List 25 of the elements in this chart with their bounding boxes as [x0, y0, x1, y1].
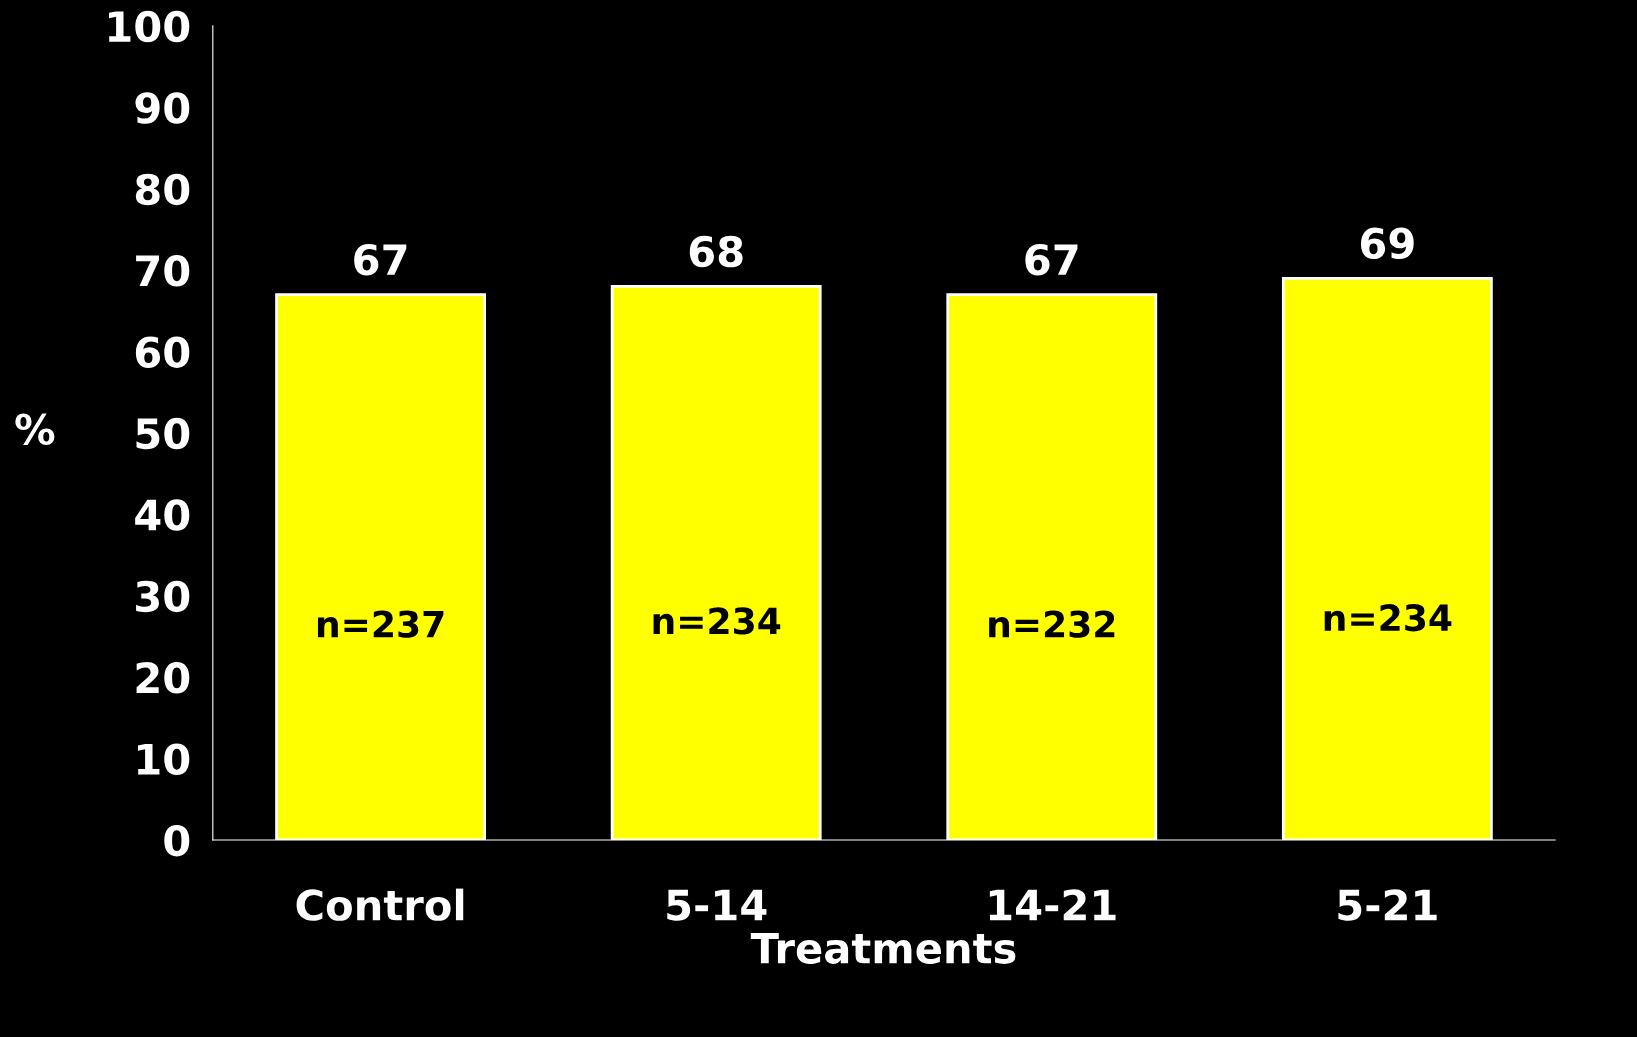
annotation: n=234 [1324, 604, 1452, 632]
y-axis-title: % [15, 413, 55, 446]
data-label: 69 [1360, 227, 1414, 260]
x-tick-label: 5-14 [667, 889, 767, 921]
data-label: 67 [354, 243, 407, 276]
y-tick-label: 70 [136, 255, 190, 287]
data-label: 67 [1025, 243, 1078, 276]
y-tick-label: 20 [136, 662, 190, 694]
y-tick-label: 50 [136, 417, 190, 450]
y-tick-label: 10 [138, 743, 190, 775]
y-tick-label: 40 [135, 499, 190, 531]
y-tick-label: 80 [135, 173, 190, 206]
data-label: 68 [689, 235, 743, 268]
x-axis-title: Treatments [750, 932, 1016, 964]
x-tick-label: 5-21 [1338, 889, 1437, 921]
y-tick-label: 60 [135, 336, 190, 368]
annotation: n=234 [653, 607, 781, 635]
x-tick-label: Control [296, 888, 464, 921]
y-tick-label: 100 [109, 10, 190, 43]
annotation: n=232 [989, 610, 1115, 638]
x-tick-label: 14-21 [989, 889, 1116, 921]
y-tick-label: 0 [164, 824, 190, 857]
annotation: n=237 [317, 610, 444, 638]
y-tick-label: 90 [135, 92, 190, 124]
y-tick-label: 30 [136, 580, 190, 613]
